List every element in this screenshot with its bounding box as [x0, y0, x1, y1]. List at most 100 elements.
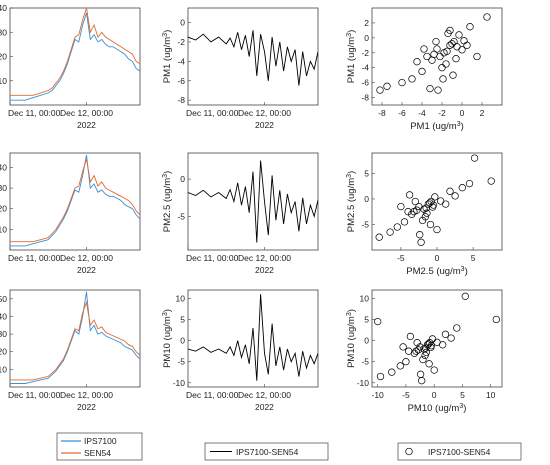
y-tick-label: -5	[361, 357, 369, 367]
scatter-point	[420, 45, 428, 53]
scatter-point	[451, 192, 459, 200]
series-line-2	[10, 8, 140, 96]
series-line-1	[188, 30, 318, 86]
y-tick-label: 5	[364, 315, 369, 325]
x-tick-label: Dec 11, 00:00	[186, 390, 239, 400]
scatter-point	[413, 206, 421, 214]
scatter-point	[431, 193, 439, 201]
y-tick-label: 30	[0, 329, 7, 339]
y-tick-label: 10	[360, 293, 370, 303]
scatter-point	[423, 209, 431, 217]
scatter-point	[393, 223, 401, 231]
scatter-point	[447, 334, 455, 342]
y-tick-label: -10	[173, 378, 186, 388]
scatter-point	[427, 343, 435, 352]
scatter-point	[487, 177, 495, 185]
scatter-point	[432, 37, 440, 46]
y-tick-label: -8	[177, 95, 185, 105]
scatter-point	[386, 228, 394, 236]
legend-box	[56, 432, 143, 461]
scatter-point	[400, 218, 409, 226]
scatter-point	[406, 332, 415, 341]
scatter-point	[376, 86, 384, 94]
y-tick-label: 0	[180, 174, 185, 184]
scatter-point	[443, 47, 451, 55]
plot-frame	[9, 289, 141, 388]
legend-label: IPS7100-SEN54	[428, 447, 491, 457]
scatter-point	[453, 324, 461, 332]
scatter-point	[426, 220, 435, 229]
scatter-point	[408, 75, 416, 83]
y-tick-label: 50	[0, 294, 7, 304]
y-tick-label: -5	[177, 211, 185, 221]
scatter-point	[448, 40, 456, 48]
scatter-point	[419, 355, 427, 364]
x-tick-label: Dec 12, 00:00	[238, 390, 291, 400]
scatter-point	[458, 184, 466, 192]
x-tick-label: Dec 12, 00:00	[60, 390, 113, 400]
plot-frame	[187, 289, 319, 388]
scatter-point	[446, 187, 454, 195]
x-tick-label: -5	[397, 253, 405, 263]
scatter-point	[427, 197, 435, 206]
y-axis-label: PM10 (ug/m3)	[162, 309, 173, 368]
scatter-point	[492, 315, 500, 324]
y-tick-label: 0	[364, 194, 369, 204]
scatter-point	[452, 55, 460, 63]
y-tick-label: 10	[0, 76, 7, 86]
y-tick-label: -8	[361, 93, 369, 103]
scatter-point	[402, 358, 410, 366]
legend-box	[204, 442, 329, 461]
y-tick-label: -4	[361, 63, 369, 73]
scatter-point	[434, 86, 442, 94]
x-tick-label: 10	[486, 390, 496, 400]
y-tick-label: -6	[361, 78, 369, 88]
year-label: 2022	[77, 402, 96, 412]
scatter-point	[413, 58, 421, 66]
y-tick-label: 0	[180, 18, 185, 28]
scatter-point	[417, 238, 425, 246]
y-tick-label: 10	[0, 224, 7, 234]
x-tick-label: 0	[435, 253, 440, 263]
scatter-point	[465, 179, 474, 188]
x-tick-label: Dec 12, 00:00	[238, 108, 291, 118]
scatter-point	[444, 29, 452, 38]
year-label: 2022	[77, 265, 96, 275]
year-label: 2022	[255, 265, 274, 275]
panel-r1-c2: -8 -6 -4 -2 0 PM1 (ug/m3) Dec 11, 00:00 Dec 12,…	[162, 7, 319, 130]
x-tick-label: Dec 11, 00:00	[186, 108, 239, 118]
scatter-point	[458, 46, 466, 54]
x-tick-label: 0	[460, 108, 465, 118]
scatter-point	[439, 341, 447, 349]
scatter-point	[470, 154, 479, 162]
scatter-point	[405, 347, 413, 355]
scatter-point	[430, 50, 438, 58]
plot-frame	[187, 152, 319, 251]
scatter-point	[441, 330, 450, 338]
scatter-point	[455, 31, 463, 39]
y-tick-label: 5	[180, 315, 185, 325]
scatter-point	[404, 208, 412, 216]
scatter-point	[398, 78, 406, 87]
scatter-point	[438, 64, 446, 72]
scatter-point	[416, 231, 424, 239]
scatter-point	[483, 13, 491, 21]
scatter-point	[449, 71, 457, 79]
legend-label: IPS7100-SEN54	[236, 447, 299, 457]
y-tick-label: 20	[0, 52, 7, 62]
y-tick-label: -2	[177, 37, 185, 47]
scatter-point	[442, 200, 450, 208]
scatter-point	[375, 233, 383, 241]
legend-label: SEN54	[84, 448, 111, 458]
scatter-point	[374, 317, 382, 326]
scatter-point	[383, 82, 391, 90]
scatter-point	[408, 210, 416, 218]
x-tick-label: 0	[432, 390, 437, 400]
legend-box	[397, 442, 522, 461]
legend-scatter: IPS7100-SEN54	[397, 442, 522, 461]
scatter-point	[412, 347, 420, 355]
scatter-point	[425, 360, 433, 368]
